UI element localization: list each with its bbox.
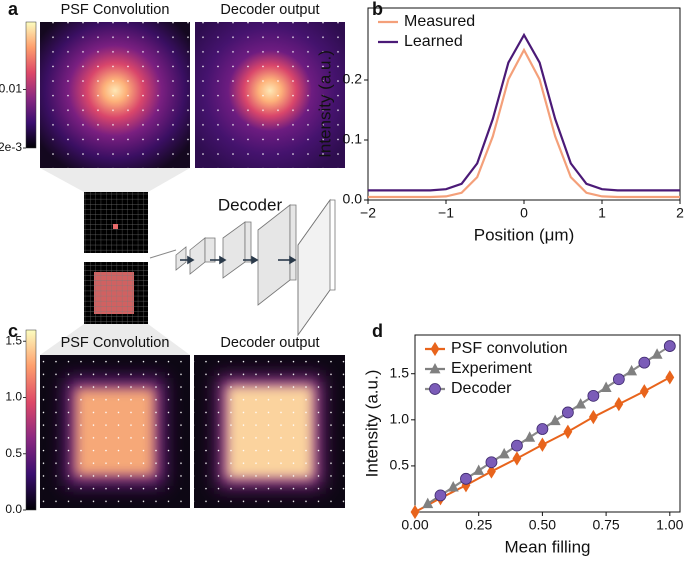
marker — [638, 356, 651, 369]
y-tick-label: 0.0 — [343, 191, 363, 207]
x-tick-label: 0.25 — [465, 517, 492, 533]
marker — [511, 439, 523, 452]
y-tick-label: 1.5 — [390, 364, 410, 380]
y-tick-label: 0.2 — [343, 71, 363, 87]
colorbar-tick-label: 2e-3 — [0, 140, 22, 154]
x-tick-label: 0 — [520, 205, 528, 221]
decoder-diagram — [40, 168, 336, 355]
marker — [473, 464, 485, 475]
panel-label: a — [8, 0, 19, 19]
y-tick-label: 0.5 — [390, 457, 410, 473]
colorbar-tick-label: 0.0 — [5, 502, 22, 516]
marker — [422, 497, 434, 509]
colorbar-tick-label: 0.5 — [5, 446, 22, 460]
marker — [410, 504, 420, 520]
series-line — [368, 32, 680, 192]
site-dots — [195, 22, 345, 168]
y-tick-label: 0.1 — [343, 131, 363, 147]
marker — [536, 423, 549, 435]
x-tick-label: −2 — [360, 205, 376, 221]
marker — [512, 451, 522, 466]
x-axis-label: Position (μm) — [474, 225, 574, 244]
marker — [575, 398, 587, 409]
legend-label: Decoder — [451, 380, 512, 397]
colorbar-tick-label: 1.5 — [5, 333, 22, 347]
image-title: PSF Convolution — [61, 335, 170, 351]
marker — [588, 409, 598, 425]
colorbar — [25, 21, 37, 149]
legend-label: Experiment — [451, 360, 532, 377]
marker — [460, 472, 472, 485]
legend-marker — [430, 341, 440, 357]
legend-marker — [429, 362, 441, 374]
x-tick-label: 0.75 — [592, 517, 619, 533]
image-title: Decoder output — [220, 2, 319, 18]
legend-label: Measured — [404, 13, 475, 30]
marker — [561, 406, 574, 419]
marker — [538, 437, 547, 452]
x-tick-label: 2 — [676, 205, 684, 221]
marker — [485, 456, 498, 469]
marker — [498, 447, 510, 459]
marker — [563, 424, 573, 439]
image-title: PSF Convolution — [61, 2, 170, 18]
colorbar — [25, 329, 37, 511]
legend-marker — [429, 383, 441, 395]
marker — [626, 364, 638, 376]
marker — [665, 370, 675, 385]
y-tick-label: 1.0 — [390, 411, 410, 427]
marker — [651, 348, 663, 359]
marker — [612, 373, 625, 386]
marker — [434, 489, 447, 502]
y-axis-label: Intensity (a.u.) — [362, 370, 381, 478]
panel-label: b — [372, 0, 383, 19]
legend-label: Learned — [404, 33, 463, 50]
x-tick-label: 1 — [598, 205, 606, 221]
plot-frame — [414, 334, 681, 513]
x-tick-label: 0.00 — [401, 517, 428, 533]
panel-label: d — [372, 321, 383, 341]
colorbar-tick-label: 1.0 — [5, 390, 22, 404]
marker — [587, 389, 600, 402]
marker — [524, 431, 536, 442]
x-axis-label: Mean filling — [505, 537, 591, 556]
image-title: Decoder output — [220, 335, 319, 351]
series-line — [368, 47, 680, 199]
x-tick-label: 1.00 — [656, 517, 683, 533]
diagram-label: Decoder — [218, 195, 283, 214]
panel-label: c — [8, 321, 18, 341]
legend-label: PSF convolution — [451, 340, 568, 357]
marker — [549, 414, 561, 426]
x-tick-label: 0.50 — [529, 517, 556, 533]
colorbar-tick-label: 0.01 — [0, 82, 22, 96]
marker — [487, 464, 496, 479]
x-tick-label: −1 — [438, 205, 454, 221]
psf-image-c — [40, 355, 190, 508]
marker — [663, 340, 676, 352]
decoder-image-c — [194, 355, 345, 508]
site-dots — [40, 22, 190, 168]
marker — [614, 396, 624, 412]
marker — [600, 381, 612, 392]
marker — [639, 384, 649, 399]
marker — [447, 481, 459, 492]
y-axis-label: Intensity (a.u.) — [315, 50, 334, 158]
